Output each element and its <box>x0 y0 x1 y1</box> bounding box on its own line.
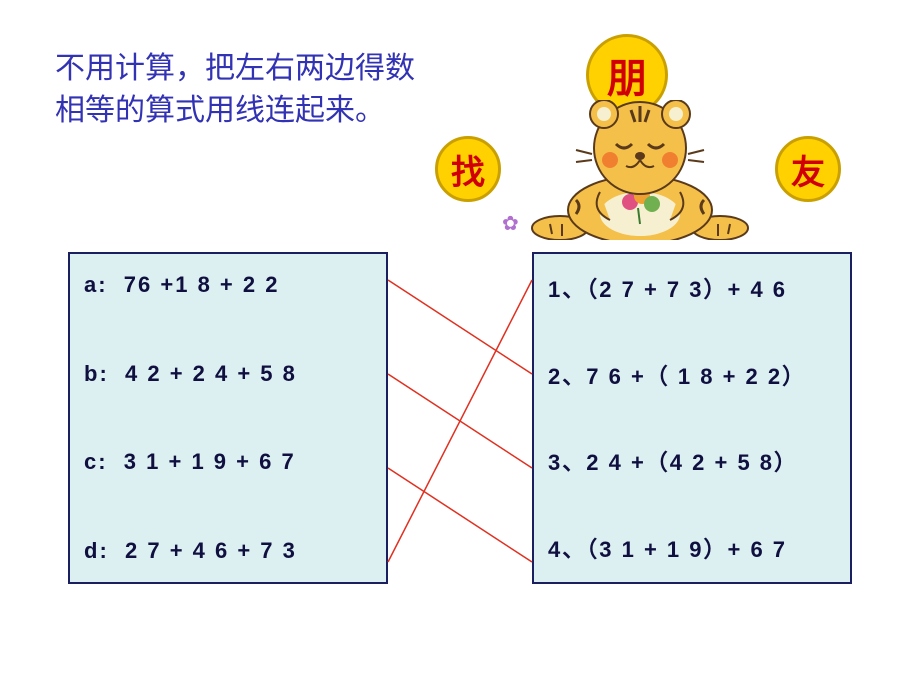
bubble-you: 友 <box>775 136 841 202</box>
instruction-line2: 相等的算式用线连起来。 <box>55 94 385 127</box>
right-equations-box: 1、（2 7 + 7 3）+ 4 6 2、7 6 +（ 1 8 + 2 2） 3… <box>532 252 852 584</box>
instruction-text: 不用计算，把左右两边得数 相等的算式用线连起来。 <box>55 48 415 132</box>
bubble-you-char: 友 <box>791 145 825 194</box>
tiger-graphic: ✿ <box>530 100 750 240</box>
line-c-4 <box>388 468 532 562</box>
left-equations-box: a: 76 +1 8 + 2 2 b: 4 2 + 2 4 + 5 8 c: 3… <box>68 252 388 584</box>
bubble-peng-char: 朋 <box>607 46 647 104</box>
instruction-line1: 不用计算，把左右两边得数 <box>55 52 415 85</box>
line-d-1 <box>388 280 532 562</box>
right-eq-2: 2、7 6 +（ 1 8 + 2 2） <box>548 359 836 391</box>
left-eq-d: d: 2 7 + 4 6 + 7 3 <box>84 538 372 564</box>
right-eq-1: 1、（2 7 + 7 3）+ 4 6 <box>548 272 836 304</box>
bubble-zhao-char: 找 <box>451 145 485 194</box>
right-eq-3: 3、2 4 +（4 2 + 5 8） <box>548 445 836 477</box>
right-eq-4: 4、（3 1 + 1 9）+ 6 7 <box>548 532 836 564</box>
left-eq-c: c: 3 1 + 1 9 + 6 7 <box>84 449 372 475</box>
line-a-2 <box>388 280 532 374</box>
bubble-zhao: 找 <box>435 136 501 202</box>
tiger-svg <box>530 100 750 240</box>
flower-icon: ✿ <box>502 211 519 236</box>
left-eq-a: a: 76 +1 8 + 2 2 <box>84 272 372 298</box>
line-b-3 <box>388 374 532 468</box>
left-eq-b: b: 4 2 + 2 4 + 5 8 <box>84 361 372 387</box>
